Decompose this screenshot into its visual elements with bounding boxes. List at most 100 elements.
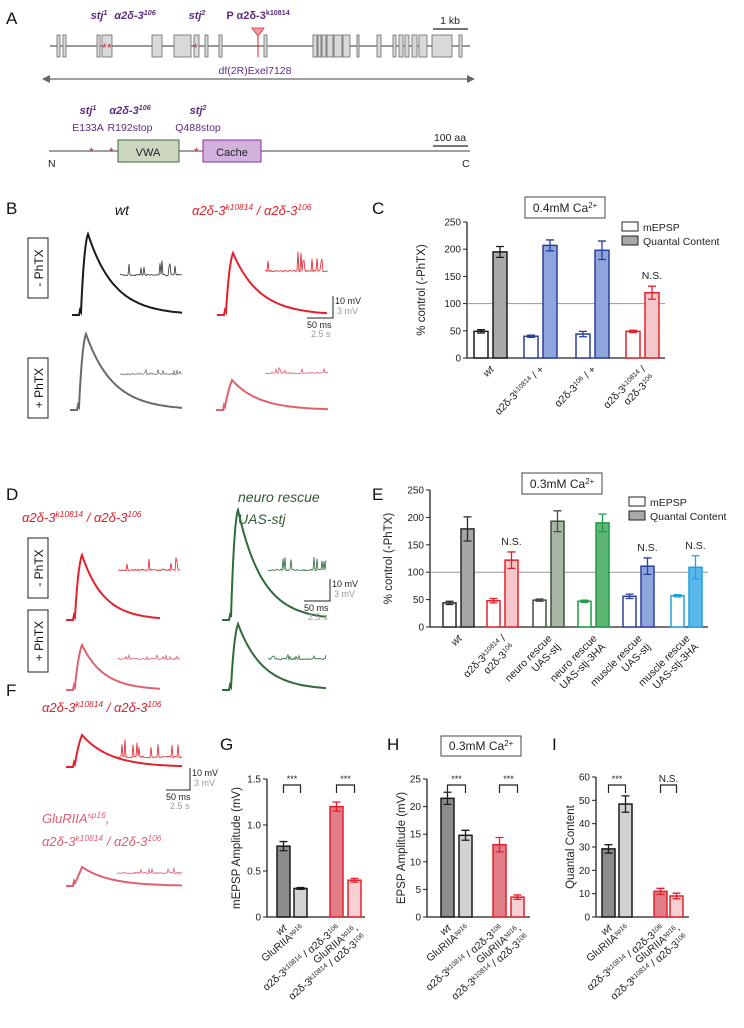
vwa-label: VWA	[136, 147, 161, 159]
error-bar	[625, 593, 634, 600]
epsp-traces-d	[66, 506, 327, 691]
legend-swatch	[621, 221, 639, 232]
bar-quantal-content	[492, 251, 508, 359]
bar-mepsp	[625, 330, 641, 359]
error-bar	[332, 801, 341, 812]
protein-a106-label: α2δ-3106	[109, 104, 151, 117]
error-bar	[496, 245, 504, 259]
y-tick-label: 200	[444, 245, 461, 256]
minus-phtx-box	[27, 237, 49, 299]
bar	[293, 887, 308, 918]
mini-trace	[119, 260, 183, 277]
cache-label: Cache	[216, 147, 248, 159]
epsp-trace	[217, 250, 328, 316]
y-tick-label: 150	[444, 272, 461, 283]
bar	[601, 848, 616, 918]
legend-swatch	[621, 235, 639, 246]
plus-phtx-box	[27, 357, 49, 419]
mutant-title: α2δ-3k10814 / α2δ-3106	[192, 202, 312, 218]
epsp-trace	[222, 506, 327, 621]
significance-bracket	[659, 784, 678, 793]
exon	[193, 34, 200, 58]
y-tick-label: 5	[415, 885, 421, 896]
minus-phtx-box	[27, 537, 49, 599]
error-bar	[445, 600, 454, 606]
error-bar	[580, 599, 589, 603]
bar	[653, 890, 668, 918]
scale-mv-mini-label: 3 mV	[334, 589, 355, 599]
scale-mv-label: 10 mV	[192, 768, 218, 778]
significance-bracket	[498, 784, 519, 793]
asterisk-marks: * * *	[102, 41, 198, 55]
exon	[173, 34, 192, 58]
mutant-title: α2δ-3k10814 / α2δ-3106	[42, 699, 162, 715]
error-bar	[507, 551, 516, 570]
aa-scale-label: 100 aa	[434, 132, 466, 144]
y-tick-label: 50	[579, 796, 591, 807]
bar-mepsp	[622, 595, 637, 628]
protein-diagram: VWA Cache * * * stj1 E133A α2δ-3106 R192…	[48, 104, 470, 170]
mutation-asterisk: *	[194, 145, 199, 159]
bar-mepsp	[577, 600, 592, 628]
exons	[56, 34, 463, 58]
y-tick-label: 0	[584, 913, 590, 924]
panel-f-traces: α2δ-3k10814 / α2δ-3106 GluRIIAsp16, α2δ-…	[42, 699, 218, 887]
exon	[418, 34, 428, 58]
panel-label-f: F	[6, 681, 16, 700]
bar-quantal-content	[644, 291, 660, 359]
error-bar	[598, 240, 606, 261]
exon	[218, 34, 223, 58]
minus-phtx-label: - PhTX	[32, 249, 46, 286]
chart-title: 0.4mM Ca2+	[533, 201, 598, 216]
bar	[329, 805, 344, 918]
scale-mv-label: 10 mV	[335, 296, 361, 306]
exon	[312, 34, 318, 58]
bar-mepsp	[670, 595, 685, 628]
significance-label: ***	[340, 774, 351, 784]
y-tick-label: 250	[407, 486, 424, 497]
chart-title: 0.3mM Ca2+	[530, 477, 595, 492]
y-tick-label: 10	[579, 889, 591, 900]
kb-scale-label: 1 kb	[440, 15, 460, 27]
exon	[376, 34, 382, 58]
mini-trace	[267, 557, 327, 572]
c-terminus-label: C	[462, 158, 470, 170]
scale-mv-label: 10 mV	[332, 579, 358, 589]
y-tick-label: 1.5	[247, 775, 261, 786]
y-axis-label: mEPSP Amplitude (mV)	[231, 787, 243, 909]
error-bar	[527, 334, 535, 338]
y-tick-label: 1.0	[247, 821, 261, 832]
mini-trace	[267, 653, 327, 661]
calcium-condition-box	[524, 196, 606, 219]
significance-label: N.S.	[501, 536, 521, 548]
exon	[263, 34, 268, 58]
scale-ms-label: 50 ms	[166, 792, 191, 802]
epsp-trace	[66, 642, 161, 691]
error-bar	[513, 894, 522, 900]
p-element-insertion-icon	[251, 27, 265, 37]
error-bar	[489, 597, 498, 604]
epsp-trace	[222, 621, 327, 691]
bar-quantal-content	[460, 528, 475, 628]
bar	[492, 843, 507, 918]
exon	[458, 34, 463, 58]
error-bar	[643, 557, 652, 576]
error-bar	[553, 510, 562, 533]
category-label: neuro rescueUAS-stj	[503, 633, 563, 693]
significance-bracket	[335, 784, 356, 793]
scale-s-label: 2.5 s	[308, 612, 328, 622]
calcium-condition-box	[440, 735, 522, 757]
y-tick-label: 20	[579, 866, 591, 877]
mutation-asterisk: *	[193, 41, 198, 55]
bar	[458, 834, 473, 918]
scale-ms-label: 50 ms	[307, 320, 332, 330]
mini-trace	[120, 368, 183, 376]
mutant-title: α2δ-3k10814 / α2δ-3106	[22, 509, 142, 525]
exon	[356, 34, 360, 58]
exon	[101, 34, 113, 58]
y-tick-label: 250	[444, 218, 461, 229]
uas-stj-title: UAS-stj	[238, 511, 286, 527]
scale-mv-mini-label: 3 mV	[194, 778, 215, 788]
